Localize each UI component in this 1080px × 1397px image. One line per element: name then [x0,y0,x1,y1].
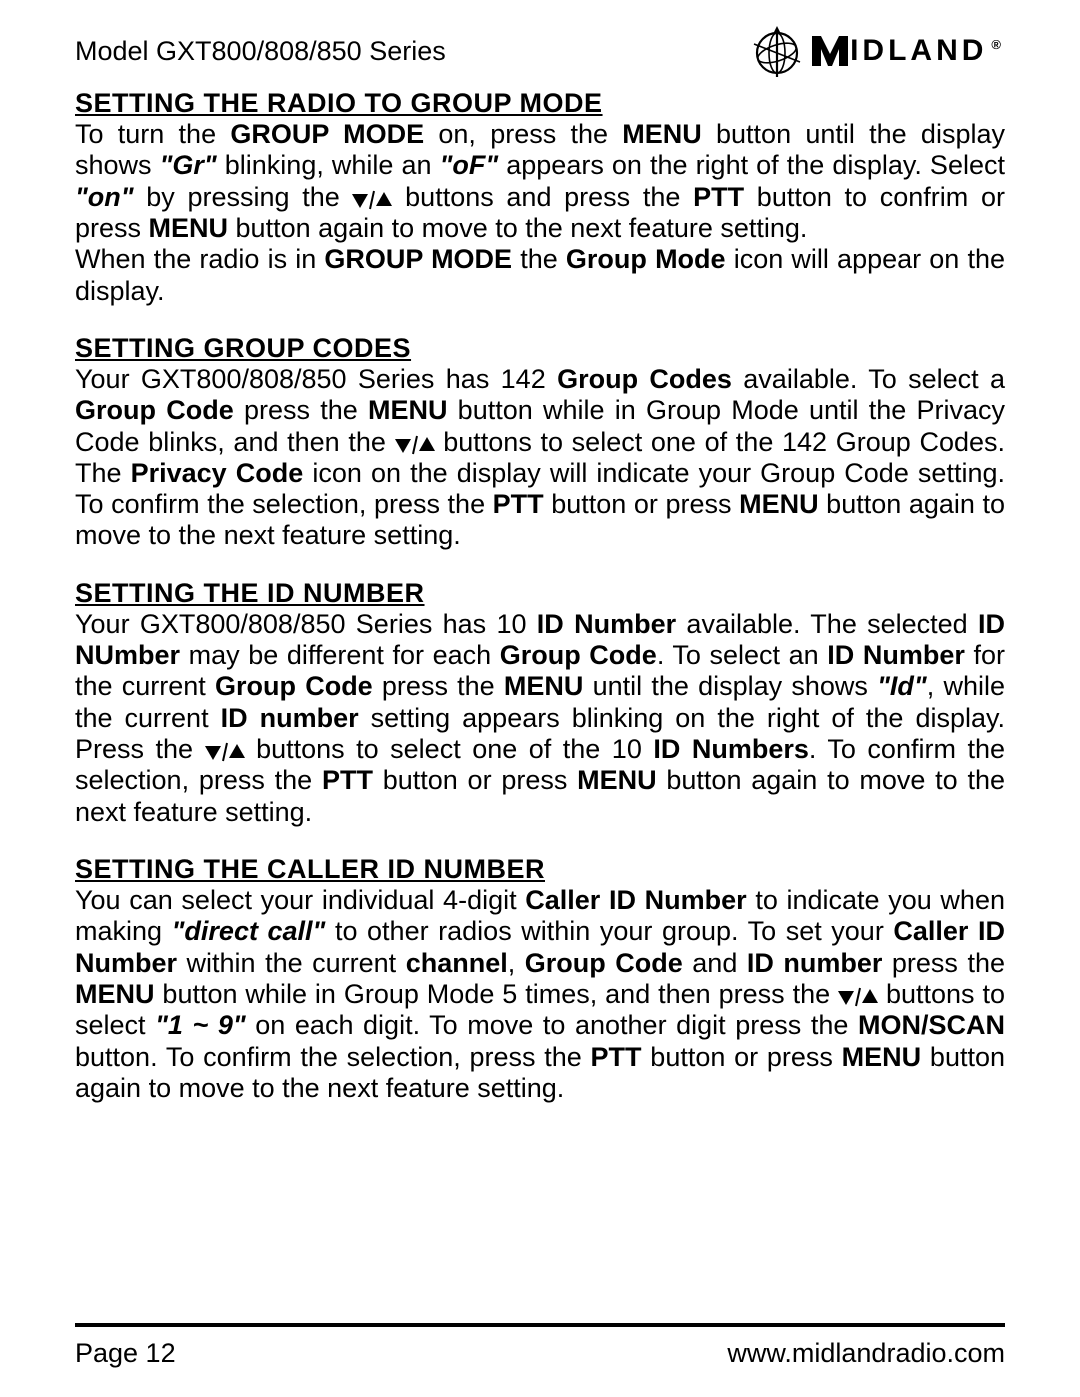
text-run: press the [882,948,1005,978]
paragraph: Your GXT800/808/850 Series has 142 Group… [75,364,1005,552]
paragraph: Your GXT800/808/850 Series has 10 ID Num… [75,609,1005,828]
text-run: within the current [177,948,406,978]
paragraph: To turn the GROUP MODE on, press the MEN… [75,119,1005,244]
section-heading: SETTING THE ID NUMBER [75,578,1005,609]
text-run: MENU [75,979,155,1009]
paragraph: You can select your individual 4-digit C… [75,885,1005,1104]
text-run: channel [406,948,508,978]
text-run: Privacy Code [131,458,304,488]
text-run: ID number [747,948,883,978]
text-run: MENU [368,395,448,425]
brand-wordmark: IDLAND ® [812,36,1005,66]
text-run: button or press [642,1042,842,1072]
brand-m-icon [812,36,848,66]
text-run: Your GXT800/808/850 Series has 142 [75,364,557,394]
text-run: until the display shows [583,671,877,701]
down-up-arrows-icon [395,430,435,457]
footer: Page 12 www.midlandradio.com [75,1338,1005,1369]
text-run: press the [373,671,504,701]
text-run: "oF" [440,150,499,180]
down-up-arrows-icon [205,737,245,764]
text-run: , [508,948,525,978]
text-run: PTT [322,765,373,795]
text-run: MENU [842,1042,922,1072]
text-run: "1 ~ 9" [155,1010,246,1040]
text-run: GROUP MODE [324,244,512,274]
section: SETTING THE RADIO TO GROUP MODETo turn t… [75,88,1005,307]
header: Model GXT800/808/850 Series IDLAND ® [75,24,1005,78]
page-number: Page 12 [75,1338,176,1369]
text-run: MENU [504,671,584,701]
text-run: GROUP MODE [230,119,424,149]
paragraph: When the radio is in GROUP MODE the Grou… [75,244,1005,307]
content: SETTING THE RADIO TO GROUP MODETo turn t… [75,88,1005,1104]
registered-symbol: ® [991,38,1005,51]
text-run: available. To select a [732,364,1005,394]
text-run: and [683,948,747,978]
section: SETTING THE ID NUMBERYour GXT800/808/850… [75,578,1005,828]
text-run: ID Number [827,640,965,670]
text-run: ID Numbers [653,734,809,764]
text-run: button or press [373,765,577,795]
text-run: appears on the right of the display. Sel… [498,150,1005,180]
text-run: MENU [739,489,819,519]
section-heading: SETTING THE CALLER ID NUMBER [75,854,1005,885]
section-heading: SETTING THE RADIO TO GROUP MODE [75,88,1005,119]
text-run: on, press the [424,119,622,149]
text-run: button again to move to the next feature… [228,213,807,243]
text-run: "Gr" [160,150,217,180]
text-run: PTT [591,1042,642,1072]
text-run: Group Code [500,640,657,670]
text-run: Group Code [215,671,373,701]
text-run: press the [234,395,368,425]
text-run: Caller ID Number [525,885,746,915]
text-run: Your GXT800/808/850 Series has 10 [75,609,537,639]
text-run: You can select your individual 4-digit [75,885,525,915]
text-run: "on" [75,182,134,212]
text-run: "direct call" [172,916,326,946]
text-run: by pressing the [134,182,353,212]
text-run: MENU [622,119,702,149]
text-run: buttons to select one of the 10 [245,734,654,764]
text-run: button or press [544,489,739,519]
text-run: Group Code [75,395,234,425]
section: SETTING GROUP CODESYour GXT800/808/850 S… [75,333,1005,552]
brand: IDLAND ® [750,24,1005,78]
text-run: "Id" [877,671,927,701]
down-up-arrows-icon [838,982,878,1009]
text-run: Group Codes [557,364,732,394]
text-run: Group Code [525,948,683,978]
section: SETTING THE CALLER ID NUMBERYou can sele… [75,854,1005,1104]
text-run: button while in Group Mode 5 times, and … [155,979,839,1009]
text-run: button. To confirm the selection, press … [75,1042,591,1072]
model-title: Model GXT800/808/850 Series [75,36,446,67]
text-run: blinking, while an [217,150,440,180]
text-run: the [512,244,566,274]
text-run: MENU [577,765,657,795]
footer-rule [75,1323,1005,1327]
text-run: may be different for each [180,640,500,670]
text-run: . To select an [657,640,827,670]
down-up-arrows-icon [352,185,392,212]
text-run: PTT [493,489,544,519]
text-run: Group Mode [566,244,726,274]
globe-logo-icon [750,24,804,78]
footer-url: www.midlandradio.com [727,1338,1005,1369]
brand-name-text: IDLAND [850,36,987,66]
text-run: To turn the [75,119,230,149]
section-heading: SETTING GROUP CODES [75,333,1005,364]
text-run: available. The selected [676,609,978,639]
text-run: on each digit. To move to another digit … [246,1010,858,1040]
text-run: MENU [149,213,229,243]
text-run: MON/SCAN [858,1010,1005,1040]
text-run: to other radios within your group. To se… [325,916,893,946]
text-run: When the radio is in [75,244,324,274]
text-run: ID number [221,703,359,733]
text-run: buttons and press the [392,182,693,212]
text-run: PTT [693,182,744,212]
text-run: ID Number [537,609,676,639]
